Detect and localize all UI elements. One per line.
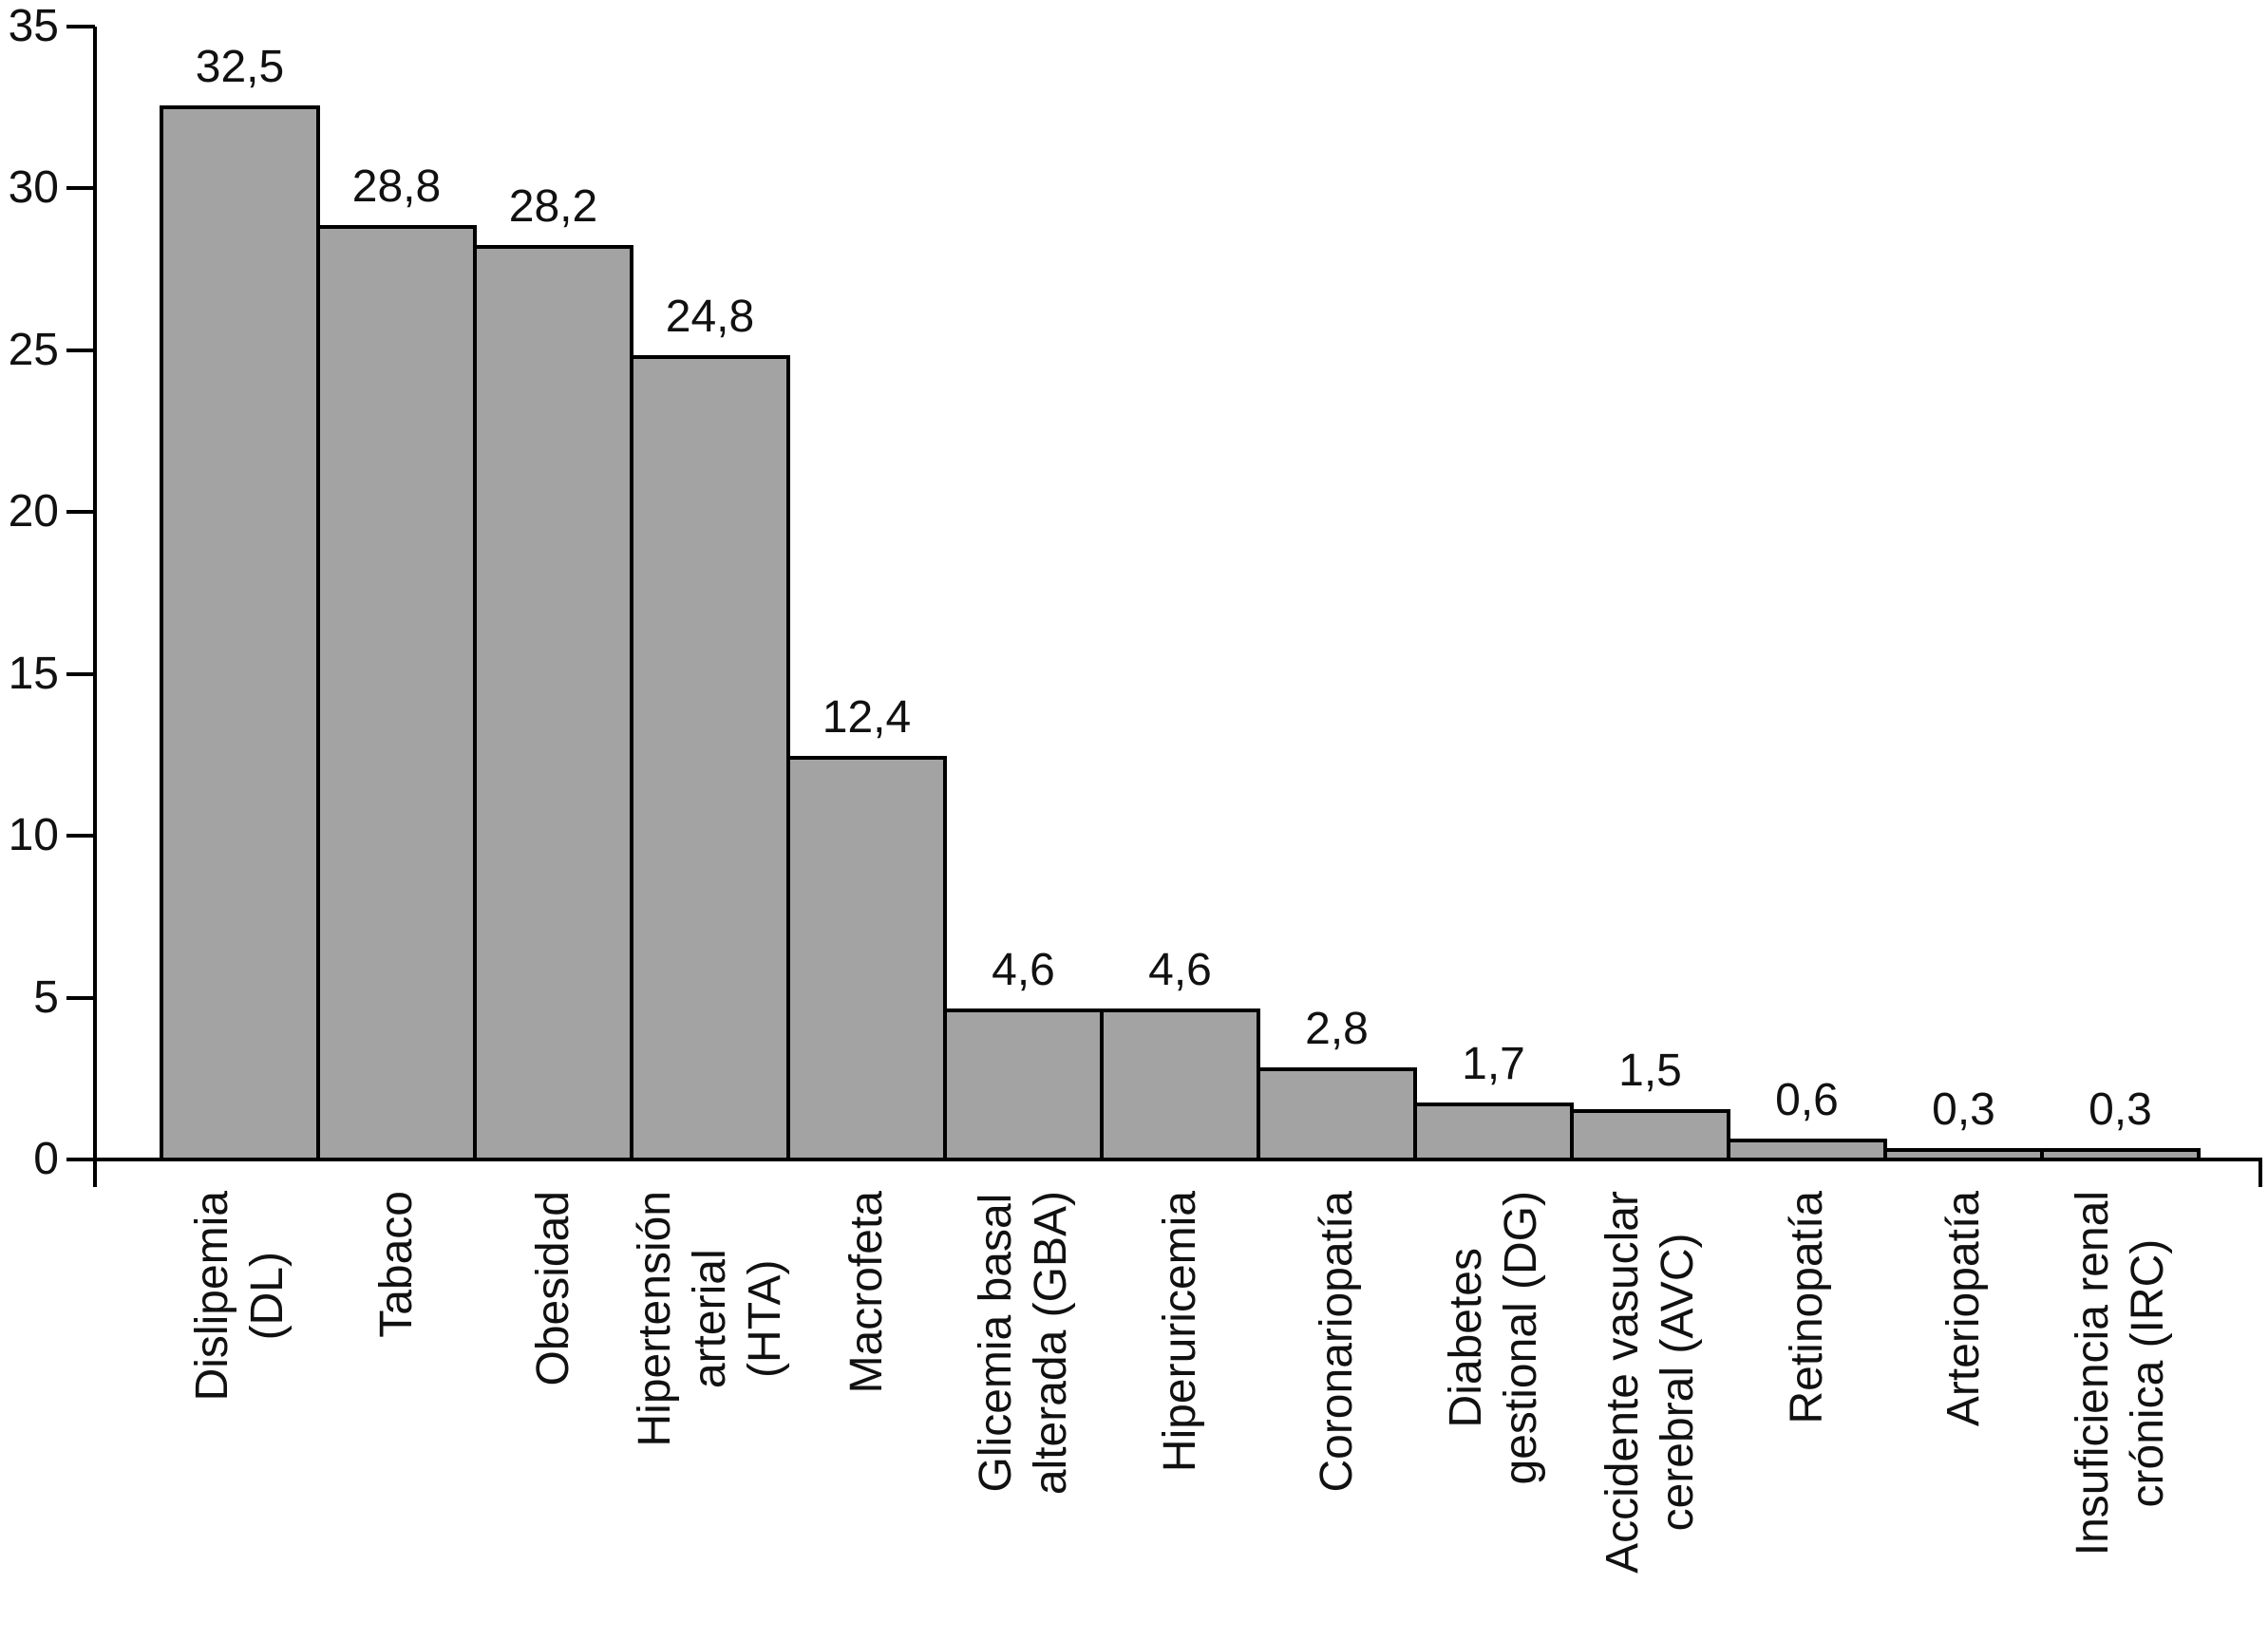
bar [786,756,947,1161]
y-tick-label: 10 [8,810,59,861]
bar-value-label: 4,6 [1148,945,1212,996]
x-category-label-text: Glicemia basal alterada (GBA) [970,1191,1076,1496]
x-category-label-text: Arteriopatía [1937,1191,1989,1427]
bar [1100,1009,1260,1161]
bar [630,354,790,1161]
y-tick-label: 15 [8,648,59,699]
bar-value-label: 0,6 [1775,1074,1839,1125]
bar-value-label: 12,4 [822,692,912,744]
x-category-label-text: Dislipemia (DL) [186,1191,293,1402]
bar-value-label: 0,3 [1932,1084,1995,1135]
y-tick-label: 0 [33,1134,59,1184]
y-tick-label: 20 [8,486,59,537]
bar [1413,1103,1574,1161]
y-tick [66,186,95,191]
y-tick-label: 5 [33,971,59,1023]
x-category-label-text: Macrofeta [841,1191,892,1394]
bar-value-label: 28,8 [351,161,442,213]
bar [316,225,477,1161]
bar-value-label: 1,5 [1618,1045,1682,1096]
y-axis-line [93,27,97,1187]
bar-value-label: 28,2 [508,180,598,232]
bar [473,244,633,1161]
bar [1257,1066,1417,1161]
x-category-label-text: Accidente vasuclar cerebral (AVC) [1597,1191,1703,1574]
bar [2040,1147,2201,1161]
bar-value-label: 4,6 [992,945,1055,996]
x-category-label-text: Insuficiencia renal crónica (IRC) [2067,1191,2173,1556]
x-category-label-text: Coronariopatía [1311,1191,1362,1493]
y-tick-label: 30 [8,162,59,214]
y-tick [66,671,95,676]
y-tick [66,510,95,515]
bar-value-label: 2,8 [1305,1003,1369,1054]
x-category-label-text: Retinopatía [1781,1191,1832,1424]
x-category-label-text: Hipertensión arterial (HTA) [629,1191,790,1447]
y-tick [66,1158,95,1161]
bar [1570,1108,1730,1161]
x-category-label-text: Hiperuricemia [1154,1191,1205,1473]
x-category-label-text: Tabaco [370,1191,422,1338]
y-tick-label: 35 [8,1,59,51]
bar-value-label: 24,8 [665,291,755,342]
y-tick [66,834,95,839]
bar [1883,1147,2044,1161]
bar [943,1009,1104,1161]
y-tick [66,995,95,1000]
bar [160,105,320,1161]
bar-value-label: 32,5 [195,42,285,93]
bar [1727,1138,1887,1161]
x-category-label-text: Diabetes gestional (DG) [1440,1191,1546,1485]
bar-value-label: 0,3 [2088,1084,2152,1135]
bar-value-label: 1,7 [1462,1039,1525,1090]
y-tick-label: 25 [8,324,59,375]
y-tick [66,25,95,28]
x-axis-end-tick [2259,1158,2262,1187]
x-category-label-text: Obesidad [527,1191,578,1386]
y-tick [66,348,95,352]
